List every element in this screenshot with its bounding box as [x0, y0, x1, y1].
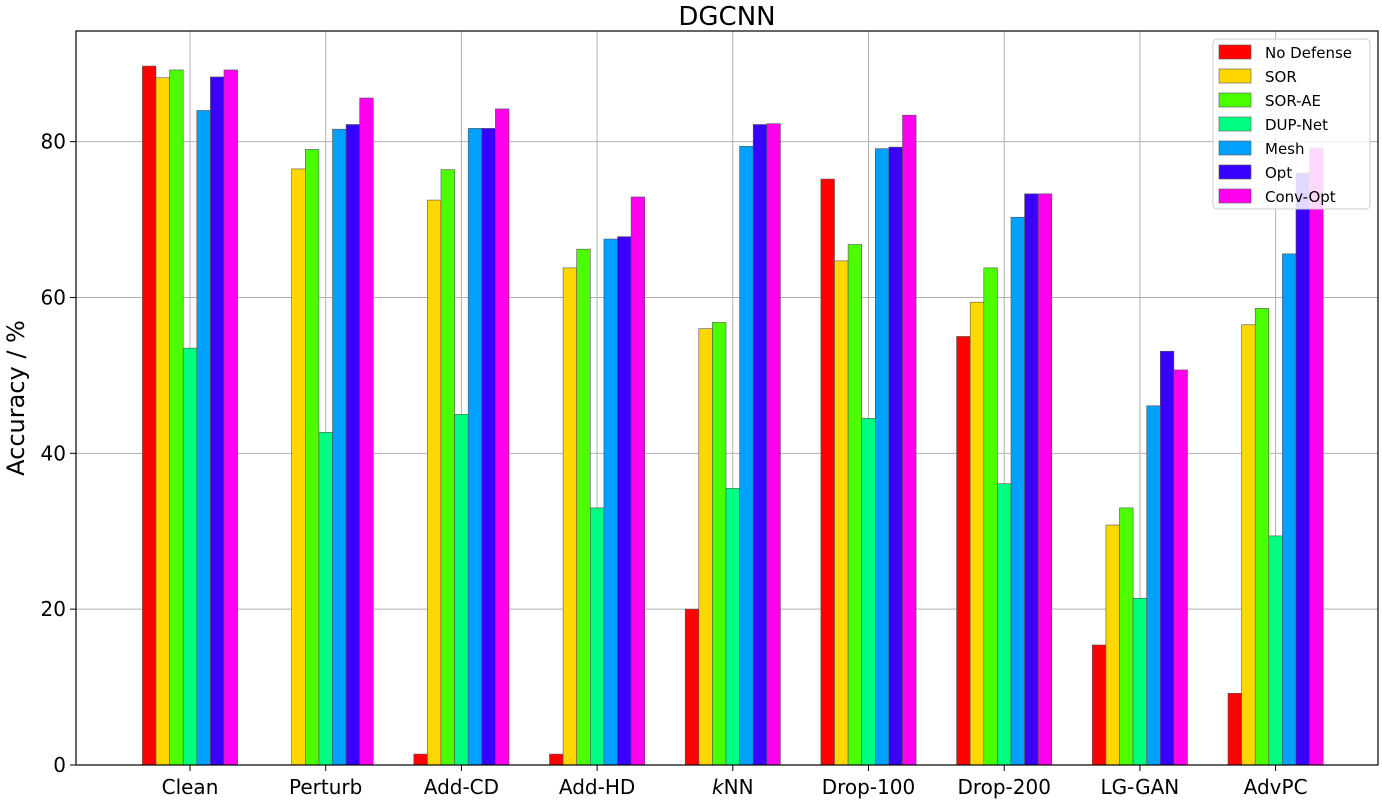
chart-title: DGCNN	[678, 2, 775, 32]
bar-opt-knn	[752, 124, 768, 766]
x-tick-label: LG-GAN	[1101, 775, 1180, 799]
bar-dup-net-add-hd	[589, 507, 605, 766]
bar-sor-perturb	[291, 168, 306, 766]
bar-mesh-drop-100	[874, 148, 890, 766]
bar-dup-net-drop-100	[861, 417, 876, 766]
x-tick-label: kNN	[712, 775, 754, 799]
y-tick-label: 20	[41, 597, 66, 621]
legend-label: Opt	[1265, 164, 1292, 182]
bar-sor-add-hd	[562, 267, 577, 766]
bar-mesh-drop-200	[1010, 216, 1025, 766]
bars	[142, 65, 1324, 766]
legend-label: No Defense	[1265, 44, 1352, 62]
bar-no-defense-lg-gan	[1092, 644, 1107, 766]
legend-swatch	[1218, 44, 1252, 60]
bar-opt-add-cd	[481, 128, 496, 766]
bar-conv-opt-knn	[766, 123, 781, 766]
bar-sor-advpc	[1241, 324, 1256, 766]
bar-no-defense-knn	[684, 608, 700, 766]
bar-sor-lg-gan	[1105, 524, 1120, 766]
bar-sor-drop-200	[969, 301, 985, 766]
legend-swatch	[1218, 116, 1252, 132]
x-ticks: Clean Perturb Add-CD Add-HD kNN Drop-100 Drop-…	[162, 765, 1308, 799]
legend-swatch	[1218, 140, 1252, 156]
bar-mesh-knn	[739, 146, 754, 766]
legend-box	[1212, 38, 1371, 210]
bar-conv-opt-advpc	[1309, 147, 1324, 766]
legend-label: DUP-Net	[1265, 116, 1328, 134]
x-tick-label: Clean	[162, 775, 219, 799]
bar-sor-ae-drop-200	[983, 267, 998, 766]
bar-conv-opt-add-cd	[495, 108, 510, 766]
bar-sor-ae-clean	[169, 69, 184, 766]
bar-conv-opt-perturb	[359, 97, 374, 766]
bar-opt-perturb	[345, 124, 361, 766]
bar-conv-opt-clean	[223, 69, 238, 766]
bar-sor-ae-knn	[712, 322, 727, 766]
bar-sor-ae-lg-gan	[1119, 507, 1134, 766]
y-tick-label: 0	[53, 753, 66, 777]
bar-mesh-perturb	[332, 128, 347, 766]
bar-no-defense-drop-200	[956, 336, 971, 766]
bar-dup-net-lg-gan	[1132, 597, 1147, 766]
bar-sor-ae-add-cd	[440, 169, 455, 766]
bar-no-defense-add-hd	[549, 753, 564, 766]
x-tick-label: Add-CD	[424, 775, 499, 799]
bar-sor-ae-perturb	[304, 149, 320, 766]
bar-dup-net-advpc	[1268, 535, 1283, 766]
bar-no-defense-clean	[142, 65, 157, 766]
bar-mesh-lg-gan	[1146, 405, 1161, 766]
bar-conv-opt-lg-gan	[1173, 369, 1188, 766]
bar-no-defense-advpc	[1227, 693, 1242, 766]
y-tick-label: 40	[41, 441, 66, 465]
bar-opt-add-hd	[617, 236, 632, 766]
y-tick-label: 80	[41, 130, 66, 154]
legend-label: SOR	[1265, 68, 1297, 86]
bar-sor-ae-advpc	[1254, 308, 1270, 766]
x-tick-label: Drop-100	[822, 775, 916, 799]
x-tick-label: Drop-200	[957, 775, 1051, 799]
bar-conv-opt-drop-100	[902, 114, 917, 766]
legend-swatch	[1218, 188, 1252, 204]
legend-label: Conv-Opt	[1265, 188, 1336, 206]
legend-label: SOR-AE	[1265, 92, 1321, 110]
bar-mesh-advpc	[1282, 253, 1297, 766]
bar-no-defense-drop-100	[820, 178, 835, 766]
y-tick-label: 60	[41, 285, 66, 309]
bar-dup-net-knn	[725, 488, 740, 766]
plot-frame	[75, 30, 1379, 766]
bar-opt-drop-100	[888, 146, 903, 766]
bar-conv-opt-add-hd	[630, 196, 645, 766]
bar-dup-net-add-cd	[454, 414, 469, 766]
bar-sor-drop-100	[834, 260, 849, 766]
bar-sor-ae-drop-100	[847, 244, 862, 766]
legend: No Defense SOR SOR-AE DUP-Net Mesh Opt Conv-Op…	[1212, 38, 1371, 210]
y-ticks: 0 20 40 60 80	[41, 130, 76, 777]
bar-conv-opt-drop-200	[1037, 193, 1053, 766]
bar-dup-net-drop-200	[997, 483, 1012, 766]
bar-mesh-add-hd	[603, 238, 618, 766]
x-tick-label: AdvPC	[1244, 775, 1308, 799]
bar-sor-add-cd	[427, 199, 442, 766]
bar-opt-lg-gan	[1160, 350, 1175, 766]
bar-dup-net-clean	[182, 347, 198, 766]
bar-opt-drop-200	[1024, 193, 1039, 766]
bar-mesh-clean	[196, 110, 211, 766]
bar-sor-clean	[155, 77, 170, 766]
bar-sor-knn	[698, 328, 713, 766]
y-axis-label: Accuracy / %	[2, 320, 30, 476]
bar-no-defense-add-cd	[413, 753, 428, 766]
legend-label: Mesh	[1265, 140, 1305, 158]
bar-opt-clean	[210, 76, 225, 766]
bar-mesh-add-cd	[467, 128, 483, 766]
bar-dup-net-perturb	[318, 431, 333, 766]
x-tick-label: Add-HD	[559, 775, 635, 799]
bar-sor-ae-add-hd	[576, 248, 591, 766]
x-tick-label: Perturb	[289, 775, 362, 799]
bar-opt-advpc	[1295, 172, 1310, 766]
legend-swatch	[1218, 164, 1252, 180]
legend-swatch	[1218, 68, 1252, 84]
legend-swatch	[1218, 92, 1252, 108]
